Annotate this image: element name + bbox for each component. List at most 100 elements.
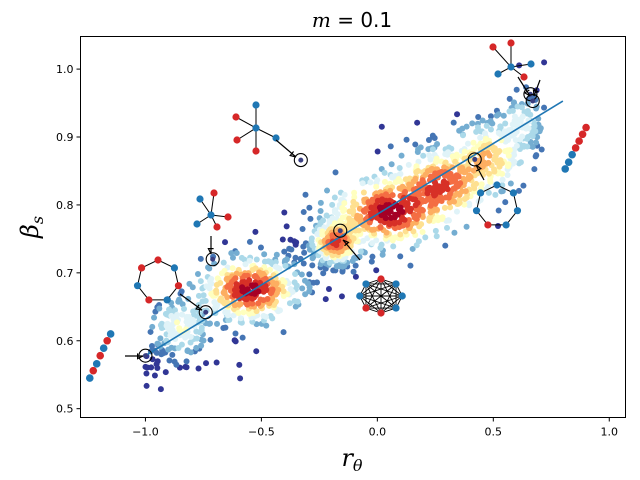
density-point [213, 359, 220, 366]
density-point [195, 292, 202, 299]
density-point [461, 201, 468, 208]
density-point [240, 309, 247, 316]
ring-graph-left-node [170, 264, 179, 272]
density-point [387, 187, 394, 194]
density-point [447, 204, 454, 211]
density-point [301, 249, 308, 256]
density-point [475, 113, 482, 120]
ring-graph-left-node [137, 264, 146, 272]
density-point [437, 183, 444, 190]
star-graph-node [233, 136, 241, 144]
density-point [222, 239, 229, 246]
density-point [169, 351, 176, 358]
density-point [252, 228, 259, 235]
density-point [229, 254, 236, 261]
density-point [282, 262, 289, 269]
density-point [502, 148, 509, 155]
fit-line-layer [145, 100, 564, 357]
density-point [148, 364, 155, 371]
left-series-point [103, 336, 111, 345]
density-point [489, 120, 496, 127]
highlight-point [337, 228, 343, 234]
density-point [206, 265, 213, 272]
plot-area [85, 39, 590, 393]
density-point [341, 206, 348, 213]
complete-graph-edge [365, 283, 397, 309]
density-point [477, 134, 484, 141]
density-point [309, 262, 316, 269]
tree-graph-a-node [213, 223, 221, 231]
density-point [363, 206, 370, 213]
density-point [450, 119, 457, 126]
density-point [491, 156, 498, 163]
density-point [341, 191, 348, 198]
y-tick-label: 0.6 [56, 335, 74, 348]
density-point [178, 341, 185, 348]
density-point [498, 188, 505, 195]
complete-graph-edge [365, 283, 382, 314]
plot-frame [80, 36, 626, 418]
density-point [454, 111, 461, 118]
density-point [374, 148, 381, 155]
left-series-point [89, 366, 98, 375]
density-point [433, 233, 440, 240]
density-point [200, 292, 207, 299]
fit-line [145, 100, 564, 357]
density-point [179, 301, 186, 308]
y-tick-label: 0.5 [56, 403, 74, 416]
star-graph-edge [236, 127, 257, 141]
density-point [415, 167, 422, 174]
complete-graph-node [362, 304, 370, 312]
density-point [203, 360, 210, 367]
density-point [151, 372, 158, 379]
density-point [273, 251, 280, 258]
star-graph-node [252, 101, 260, 109]
density-point [486, 152, 493, 159]
density-point [149, 323, 156, 330]
density-point [198, 324, 205, 331]
density-point [329, 201, 336, 208]
density-point [407, 262, 414, 269]
density-point [415, 158, 422, 165]
density-point [208, 280, 215, 287]
x-tick-label: 0.5 [485, 426, 503, 439]
density-point [426, 184, 433, 191]
density-point [279, 236, 286, 243]
chart-title: m = 0.1 [312, 8, 392, 32]
arrow-line [517, 76, 531, 97]
density-point [463, 123, 470, 130]
density-point [299, 285, 306, 292]
density-point [218, 270, 225, 277]
ring-graph-left-node [163, 296, 171, 304]
density-point [414, 119, 421, 126]
density-point [470, 139, 477, 146]
density-point [260, 312, 267, 319]
arrow-head [289, 151, 297, 158]
density-point [491, 147, 498, 154]
density-point [409, 245, 416, 252]
density-point [292, 303, 299, 310]
density-point [214, 301, 221, 308]
density-point [541, 104, 548, 111]
density-point [520, 182, 527, 189]
density-point [355, 227, 362, 234]
density-point [299, 226, 306, 233]
x-tick-label: −1.0 [132, 426, 159, 439]
density-point [166, 357, 173, 364]
density-point [157, 386, 164, 393]
density-point [151, 314, 158, 321]
left-series-point [96, 351, 105, 360]
highlighted-points-layer [138, 87, 540, 363]
density-point [373, 237, 380, 244]
density-point [538, 146, 545, 153]
y-tick-label: 1.0 [56, 63, 74, 76]
density-point [483, 122, 490, 129]
density-point [396, 164, 403, 171]
end-series-layer [85, 123, 590, 382]
density-point [202, 297, 209, 304]
molecule-insets [125, 39, 541, 360]
density-point [412, 202, 419, 209]
arrow-head [532, 89, 539, 97]
complete-graph-node [356, 292, 364, 300]
y-tick-label: 0.9 [56, 131, 74, 144]
